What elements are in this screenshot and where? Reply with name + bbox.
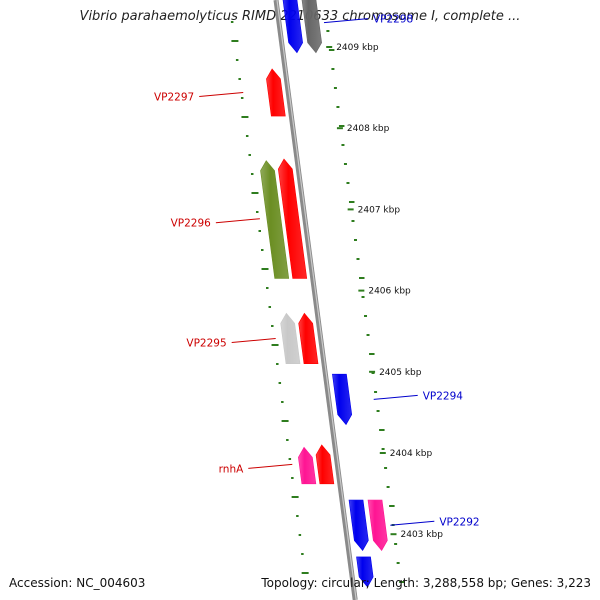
gene-arrow-g-rnha[interactable] bbox=[315, 444, 335, 485]
ruler-label: 2406 kbp bbox=[368, 287, 411, 297]
gene-leader-line bbox=[248, 463, 293, 469]
gene-label-g-vp2295[interactable]: VP2295 bbox=[186, 338, 226, 350]
gene-arrow-g-vp2292[interactable] bbox=[367, 499, 388, 551]
gene-label-g-vp2294[interactable]: VP2294 bbox=[423, 390, 464, 402]
gene-arrow-g-vp2296[interactable] bbox=[278, 158, 308, 279]
gene-arrow-g-vp2292-blue[interactable] bbox=[348, 499, 369, 551]
ruler-label: 2404 kbp bbox=[390, 449, 433, 459]
ruler-label: 2403 kbp bbox=[401, 530, 444, 540]
backbone-highlight bbox=[276, 0, 357, 600]
gene-arrow-g-bottom-blue[interactable] bbox=[356, 556, 374, 588]
gene-arrow-g-vp2297[interactable] bbox=[266, 68, 286, 117]
gene-leader-line bbox=[231, 338, 276, 344]
ruler-label: 2407 kbp bbox=[358, 205, 401, 215]
ruler-layer: 2409 kbp 2408 kbp 2407 kbp 2406 kbp 2405 kbp… bbox=[230, 21, 444, 583]
gene-label-g-vp2298[interactable]: VP2298 bbox=[373, 14, 413, 26]
gene-arrow-g-vp2298-blue[interactable] bbox=[282, 0, 303, 54]
gene-arrow-g-vp2296-olive[interactable] bbox=[260, 160, 290, 279]
gene-label-g-vp2297[interactable]: VP2297 bbox=[154, 91, 194, 103]
gene-leader-line bbox=[373, 394, 418, 400]
gene-arrow-g-vp2294[interactable] bbox=[332, 373, 353, 426]
gene-arrow-g-vp2295[interactable] bbox=[298, 312, 319, 364]
gene-label-g-vp2292[interactable]: VP2292 bbox=[439, 516, 479, 528]
ruler-label: 2408 kbp bbox=[347, 124, 390, 134]
gene-layer bbox=[260, 0, 388, 588]
gene-leader-line bbox=[215, 218, 260, 224]
gene-leader-line bbox=[323, 18, 369, 24]
label-layer: VP2298 VP2297 VP2296 VP2295 VP2294 rnhA VP2292 bbox=[154, 14, 480, 529]
gene-label-g-rnha[interactable]: rnhA bbox=[219, 463, 244, 475]
gene-arrow-g-rnha-pink[interactable] bbox=[298, 446, 317, 485]
ruler-label: 2405 kbp bbox=[379, 368, 422, 378]
ruler-label: 2409 kbp bbox=[336, 43, 379, 53]
gene-label-g-vp2296[interactable]: VP2296 bbox=[171, 218, 212, 230]
genome-summary-text: Topology: circular; Length: 3,288,558 bp… bbox=[261, 576, 591, 590]
backbone-layer bbox=[273, 0, 358, 600]
gene-arrow-g-vp2295-gray[interactable] bbox=[280, 312, 301, 364]
accession-text: Accession: NC_004603 bbox=[9, 576, 146, 590]
gene-leader-line bbox=[390, 520, 435, 526]
map-title: Vibrio parahaemolyticus RIMD 2210633 chr… bbox=[79, 9, 521, 24]
chromosome-backbone bbox=[273, 0, 358, 600]
gene-arrow-g-vp2298[interactable] bbox=[301, 0, 322, 54]
gene-leader-line bbox=[199, 91, 244, 97]
